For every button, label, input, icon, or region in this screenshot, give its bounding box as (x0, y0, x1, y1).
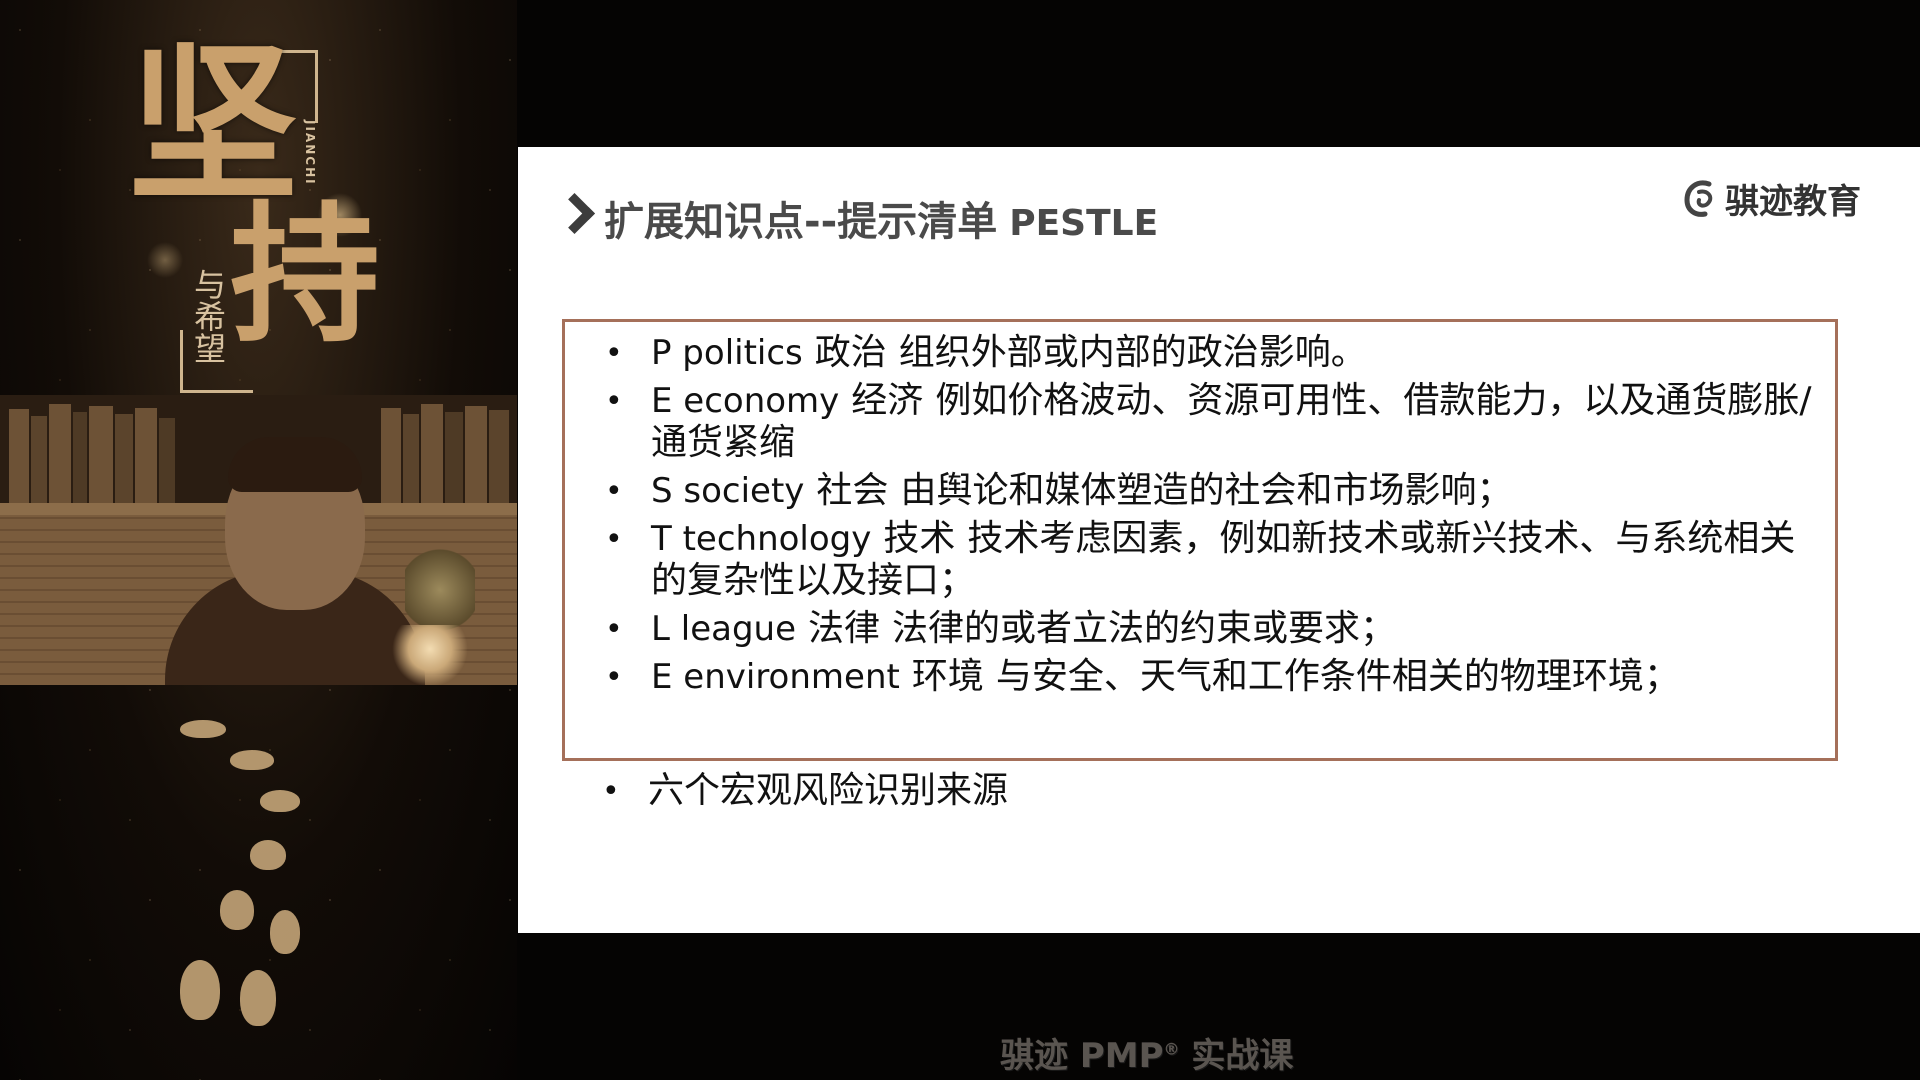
watermark-suffix: 实战课 (1191, 1036, 1294, 1076)
list-item: • L league 法律 法律的或者立法的约束或要求； (565, 608, 1830, 650)
item-en: T technology (651, 519, 872, 559)
webcam-feed (0, 395, 517, 685)
extra-bullet-text: 六个宏观风险识别来源 (648, 770, 1009, 811)
slide-title: 扩展知识点--提示清单 PESTLE (604, 189, 1158, 247)
item-en: E environment (651, 657, 900, 697)
list-item: • T technology 技术 技术考虑因素，例如新技术或新兴技术、与系统相关的复… (565, 518, 1830, 602)
watermark-prefix: 骐迹 PMP (1000, 1036, 1164, 1076)
item-desc: 例如价格波动、资源可用性、借款能力，以及通货膨胀/通货紧缩 (651, 380, 1812, 463)
list-item: • P politics 政治 组织外部或内部的政治影响。 (565, 332, 1830, 374)
item-desc: 法律的或者立法的约束或要求； (892, 608, 1397, 649)
item-en: L league (651, 609, 796, 649)
item-zh: 经济 (851, 380, 924, 421)
poster-title-char: 坚 (128, 25, 299, 225)
list-item: • E environment 环境 与安全、天气和工作条件相关的物理环境； (565, 656, 1830, 698)
item-desc: 技术考虑因素，例如新技术或新兴技术、与系统相关的复杂性以及接口； (651, 518, 1796, 601)
item-en: S society (651, 471, 805, 511)
pestle-box: • P politics 政治 组织外部或内部的政治影响。 • E economy 经济例… (562, 319, 1838, 761)
list-item: • S society 社会 由舆论和媒体塑造的社会和市场影响； (565, 470, 1830, 512)
poster-pinyin: JIANCHI (303, 120, 317, 186)
bullet-icon: • (602, 774, 620, 809)
brand-mark-icon (1684, 180, 1713, 217)
plant-decoration (405, 545, 475, 635)
poster-subtitle: 与希望 (189, 268, 227, 364)
item-zh: 社会 (816, 470, 889, 511)
slide: 扩展知识点--提示清单 PESTLE 骐迹教育 • P politics 政治 组织外部… (518, 147, 1920, 933)
item-zh: 法律 (808, 608, 881, 649)
poster-title-char: 持 (230, 187, 381, 363)
item-desc: 与安全、天气和工作条件相关的物理环境； (995, 656, 1680, 697)
pestle-list: • P politics 政治 组织外部或内部的政治影响。 • E economy 经济例… (565, 332, 1830, 704)
extra-list: • 六个宏观风险识别来源 (562, 770, 1827, 812)
list-item: • E economy 经济 例如价格波动、资源可用性、借款能力，以及通货膨胀/通货紧… (565, 380, 1830, 464)
slide-title-zh: 扩展知识点--提示清单 (604, 199, 998, 245)
item-en: E economy (651, 381, 840, 421)
bullet-icon: • (605, 660, 623, 695)
bullet-icon: • (605, 336, 623, 371)
bullet-icon: • (605, 522, 623, 557)
presenter-hair (228, 437, 362, 492)
brand-logo: 骐迹教育 (1683, 174, 1920, 224)
brand-name: 骐迹教育 (1725, 182, 1861, 222)
item-desc: 由舆论和媒体塑造的社会和市场影响； (900, 470, 1513, 511)
chevron-right-icon (553, 192, 596, 235)
poster-bracket-decoration (180, 330, 253, 393)
item-zh: 技术 (883, 518, 956, 559)
lamp-glow (390, 625, 470, 685)
bullet-icon: • (605, 384, 623, 419)
item-en: P politics (651, 333, 803, 373)
list-item: • 六个宏观风险识别来源 (562, 770, 1827, 812)
poster-bracket-decoration (250, 50, 318, 123)
registered-mark: ® (1163, 1039, 1180, 1059)
course-watermark: 骐迹 PMP® 实战课 (1000, 1028, 1293, 1077)
item-desc: 组织外部或内部的政治影响。 (898, 332, 1367, 373)
item-zh: 环境 (911, 656, 984, 697)
bullet-icon: • (605, 612, 623, 647)
footprints-icon (160, 720, 420, 1050)
slide-title-en: PESTLE (1009, 203, 1159, 244)
bullet-icon: • (605, 474, 623, 509)
item-zh: 政治 (814, 332, 887, 373)
